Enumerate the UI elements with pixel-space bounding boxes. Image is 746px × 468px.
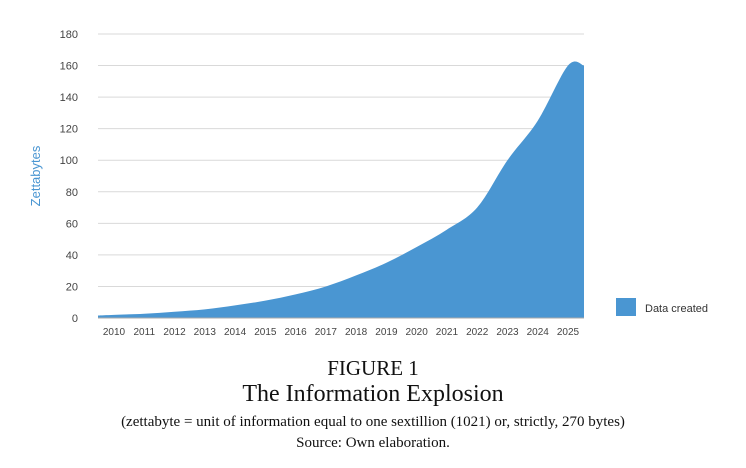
y-tick-40: 40 [66, 250, 78, 262]
figure-note: (zettabyte = unit of information equal t… [121, 414, 625, 430]
y-tick-160: 160 [60, 61, 78, 73]
legend-swatch-data-created [616, 298, 636, 316]
y-tick-60: 60 [66, 218, 78, 230]
x-tick-2015: 2015 [254, 327, 277, 338]
gridlines [98, 33, 584, 287]
x-tick-2024: 2024 [527, 327, 550, 338]
x-tick-2020: 2020 [406, 327, 429, 338]
y-tick-80: 80 [66, 187, 78, 199]
x-tick-2021: 2021 [436, 327, 459, 338]
x-tick-2019: 2019 [375, 327, 398, 338]
x-tick-2012: 2012 [163, 327, 186, 338]
y-tick-120: 120 [60, 124, 78, 136]
x-tick-labels: 2010 2011 2012 2013 2014 2015 2016 2017 2018 2019… [103, 327, 580, 338]
x-tick-2016: 2016 [284, 327, 307, 338]
x-tick-2025: 2025 [557, 327, 580, 338]
y-tick-labels: 0 20 40 60 80 100 120 140 160 180 [60, 29, 78, 325]
x-tick-2018: 2018 [345, 327, 368, 338]
x-tick-2013: 2013 [194, 327, 217, 338]
series-area-data-created [98, 61, 584, 318]
figure-title: The Information Explosion [242, 381, 504, 407]
y-tick-20: 20 [66, 281, 78, 293]
x-tick-2010: 2010 [103, 327, 126, 338]
x-tick-2014: 2014 [224, 327, 247, 338]
x-tick-2011: 2011 [134, 327, 156, 338]
y-tick-0: 0 [72, 313, 78, 325]
y-tick-140: 140 [60, 92, 78, 104]
figure-number: FIGURE 1 [327, 356, 419, 380]
legend: Data created [616, 298, 708, 316]
legend-label-data-created: Data created [645, 303, 708, 315]
x-tick-2017: 2017 [315, 327, 338, 338]
y-tick-180: 180 [60, 29, 78, 41]
figure-source: Source: Own elaboration. [296, 435, 450, 451]
y-tick-100: 100 [60, 155, 78, 167]
x-tick-2022: 2022 [466, 327, 489, 338]
x-tick-2023: 2023 [496, 327, 519, 338]
y-axis-label: Zettabytes [28, 145, 43, 206]
